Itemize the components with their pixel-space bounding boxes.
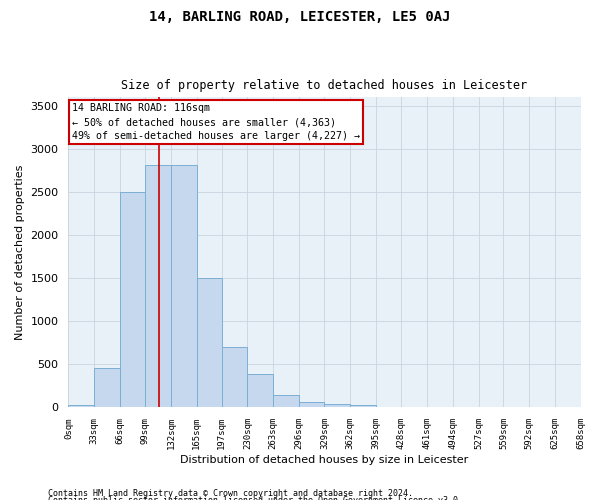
Bar (94, 368, 120, 408)
Bar (222, 347, 247, 408)
Bar (120, 192, 145, 408)
Bar (299, 402, 325, 407)
Bar (68, 405, 94, 407)
Bar (273, 394, 299, 407)
Text: Contains public sector information licensed under the Open Government Licence v3: Contains public sector information licen… (48, 496, 463, 500)
Bar (350, 405, 376, 407)
Y-axis label: Number of detached properties: Number of detached properties (15, 164, 25, 340)
Bar (171, 164, 197, 408)
Text: 14, BARLING ROAD, LEICESTER, LE5 0AJ: 14, BARLING ROAD, LEICESTER, LE5 0AJ (149, 10, 451, 24)
Text: 14 BARLING ROAD: 116sqm
← 50% of detached houses are smaller (4,363)
49% of semi: 14 BARLING ROAD: 116sqm ← 50% of detache… (72, 104, 360, 142)
Text: Contains HM Land Registry data © Crown copyright and database right 2024.: Contains HM Land Registry data © Crown c… (48, 488, 413, 498)
Bar (247, 374, 273, 408)
Bar (145, 164, 171, 408)
Title: Size of property relative to detached houses in Leicester: Size of property relative to detached ho… (121, 79, 527, 92)
Bar (325, 404, 350, 407)
X-axis label: Distribution of detached houses by size in Leicester: Distribution of detached houses by size … (181, 455, 469, 465)
Bar (197, 278, 222, 407)
